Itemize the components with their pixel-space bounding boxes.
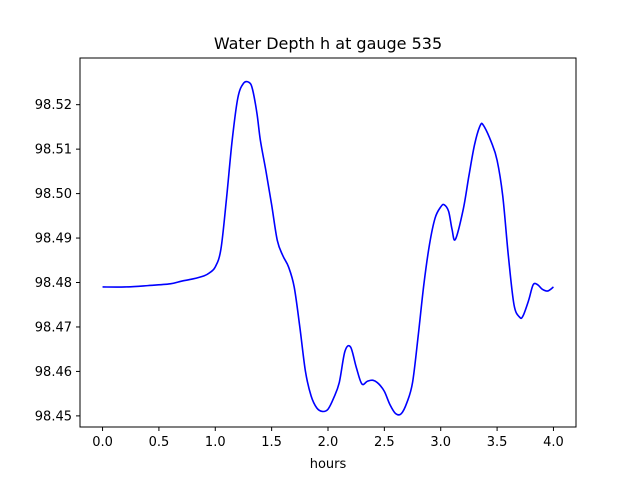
- y-tick-label: 98.49: [35, 232, 72, 247]
- x-tick-label: 0.0: [92, 435, 113, 450]
- x-tick-label: 1.0: [205, 435, 226, 450]
- y-tick-label: 98.45: [35, 409, 72, 424]
- x-tick-label: 3.0: [430, 435, 451, 450]
- x-tick-label: 4.0: [543, 435, 564, 450]
- y-tick-label: 98.51: [35, 143, 72, 158]
- x-tick-label: 0.5: [149, 435, 170, 450]
- x-tick-label: 1.5: [261, 435, 282, 450]
- x-tick-label: 3.5: [487, 435, 508, 450]
- x-tick-label: 2.0: [318, 435, 339, 450]
- x-axis-label: hours: [310, 457, 347, 472]
- chart-title: Water Depth h at gauge 535: [214, 34, 442, 53]
- series-layer: [102, 80, 554, 416]
- y-axis-ticks: 98.45 98.46 98.47 98.48 98.49 98.50 98.51 98.52: [35, 98, 80, 424]
- y-tick-label: 98.47: [35, 320, 72, 335]
- y-tick-label: 98.50: [35, 187, 72, 202]
- y-tick-label: 98.48: [35, 276, 72, 291]
- y-tick-label: 98.46: [35, 365, 72, 380]
- x-axis-ticks: 0.0 0.5 1.0 1.5 2.0 2.5 3.0 3.5 4.0: [92, 427, 564, 450]
- plot-area-frame: [79, 57, 577, 428]
- x-tick-label: 2.5: [374, 435, 395, 450]
- y-tick-label: 98.52: [35, 98, 72, 113]
- series-line: [102, 80, 554, 416]
